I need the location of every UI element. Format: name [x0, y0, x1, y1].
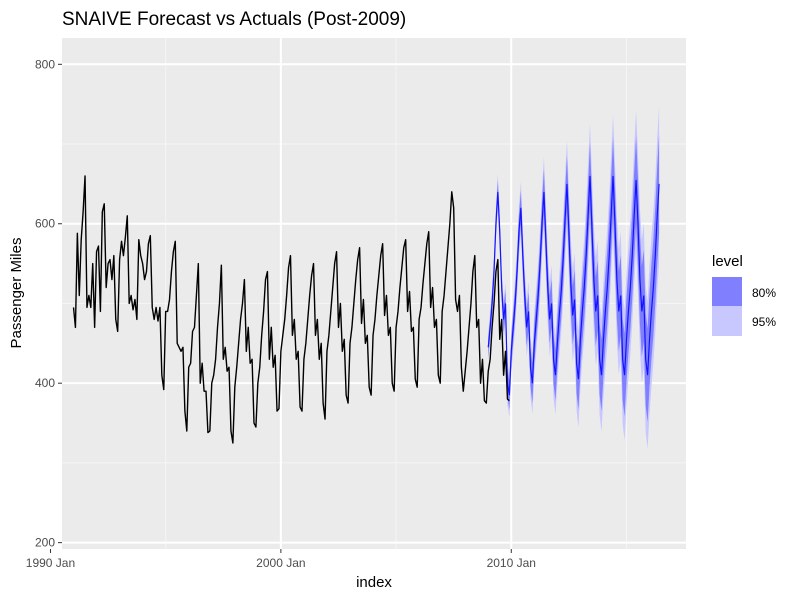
- y-axis-title: Passenger Miles: [8, 238, 25, 349]
- legend-label-80: 80%: [752, 286, 776, 300]
- prediction-band-80: [488, 134, 660, 422]
- forecast-line: [487, 175, 660, 396]
- legend: level 80% 95%: [712, 253, 776, 336]
- legend-title: level: [712, 253, 743, 270]
- x-tick-label: 2010 Jan: [487, 556, 536, 570]
- band-80-area: [488, 134, 660, 422]
- y-tick-label: 600: [35, 217, 55, 231]
- y-tick-label: 200: [35, 536, 55, 550]
- y-axis: 200 400 600 800: [35, 57, 62, 550]
- x-tick-label: 1990 Jan: [26, 556, 75, 570]
- forecast-path: [487, 175, 660, 396]
- x-tick-label: 2000 Jan: [256, 556, 305, 570]
- x-axis-title: index: [356, 574, 392, 591]
- legend-swatch-95: [712, 306, 742, 336]
- legend-swatch-80: [712, 277, 742, 307]
- actual-line: [72, 175, 510, 444]
- actual-path: [72, 175, 510, 444]
- chart-title: SNAIVE Forecast vs Actuals (Post-2009): [62, 9, 406, 30]
- grid-major: [49, 38, 686, 549]
- legend-label-95: 95%: [752, 315, 776, 329]
- y-tick-label: 800: [35, 57, 55, 71]
- y-tick-label: 400: [35, 376, 55, 390]
- x-axis: 1990 Jan 2000 Jan 2010 Jan: [26, 549, 536, 570]
